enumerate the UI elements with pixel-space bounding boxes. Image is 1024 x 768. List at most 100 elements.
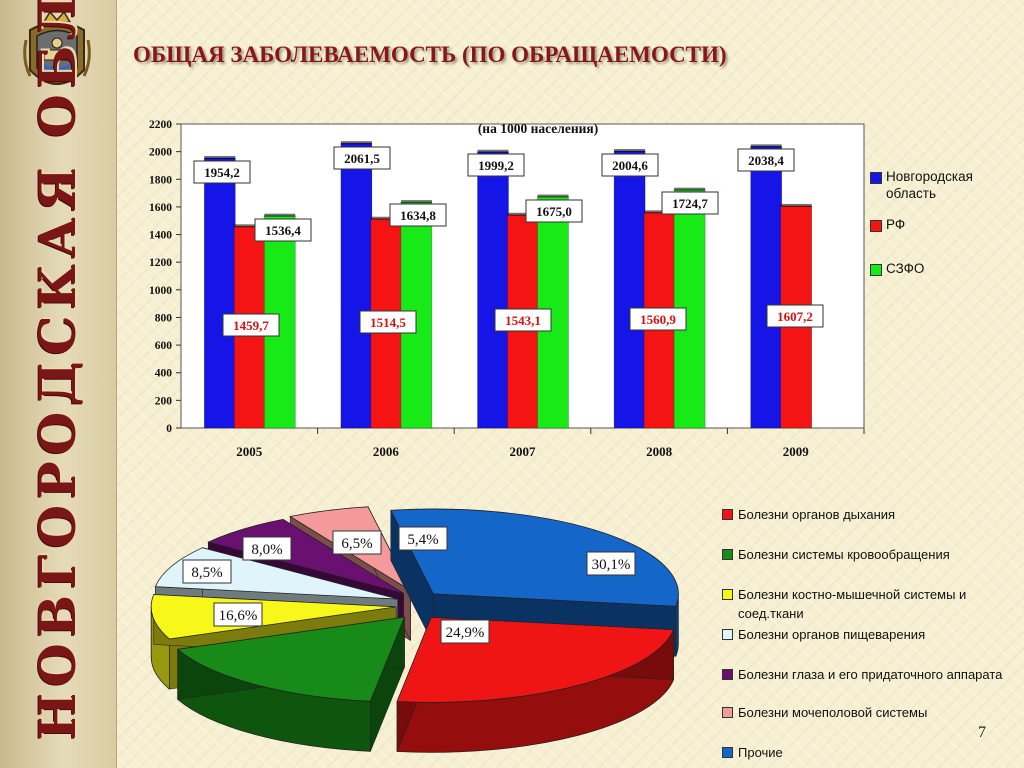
- svg-text:24,9%: 24,9%: [446, 625, 485, 641]
- svg-text:5,4%: 5,4%: [407, 532, 438, 548]
- data-label-rf: 1543,1: [494, 308, 552, 332]
- bar-novgorod: [340, 142, 373, 429]
- svg-text:2038,4: 2038,4: [748, 153, 784, 168]
- legend-label: Болезни органов пищеварения: [738, 627, 926, 642]
- pie-data-label: 30,1%: [586, 551, 636, 576]
- svg-text:6,5%: 6,5%: [341, 536, 372, 552]
- legend-swatch: [870, 220, 882, 232]
- bar-cap: [674, 187, 706, 191]
- svg-text:1724,7: 1724,7: [672, 196, 708, 211]
- svg-text:1954,2: 1954,2: [204, 165, 240, 180]
- pie-data-label: 16,6%: [213, 602, 263, 627]
- bar-cap: [340, 141, 372, 145]
- y-tick-label: 1400: [149, 230, 172, 242]
- svg-text:8,5%: 8,5%: [191, 565, 222, 581]
- data-label-rf: 1607,2: [766, 304, 824, 328]
- y-tick-label: 1200: [149, 257, 172, 269]
- svg-text:1607,2: 1607,2: [777, 309, 813, 324]
- legend-swatch: [722, 589, 733, 600]
- svg-text:1459,7: 1459,7: [233, 318, 269, 333]
- bar-cap: [264, 213, 296, 217]
- data-label-novgorod: 1954,2: [193, 160, 251, 184]
- y-tick-label: 2200: [149, 119, 172, 131]
- legend-label: Болезни костно-мышечной системы и соед.т…: [738, 587, 967, 621]
- y-tick-label: 1000: [149, 285, 172, 297]
- legend-swatch: [870, 264, 882, 276]
- legend-label: Прочие: [738, 745, 783, 760]
- legend-label: Болезни органов дыхания: [738, 507, 896, 522]
- data-label-novgorod: 2038,4: [737, 148, 795, 172]
- pie-slice: [396, 616, 675, 753]
- legend-label: Новгородская область: [886, 169, 973, 201]
- svg-text:16,6%: 16,6%: [219, 608, 258, 624]
- data-label-szfo: 1675,0: [525, 199, 583, 223]
- x-tick-label: 2008: [646, 444, 673, 459]
- data-label-rf: 1514,5: [359, 310, 417, 334]
- pie-data-label: 24,9%: [440, 619, 490, 644]
- svg-text:1634,8: 1634,8: [400, 208, 436, 223]
- bar-cap: [477, 149, 509, 153]
- x-tick-label: 2005: [236, 444, 263, 459]
- pie-data-label: 6,5%: [332, 530, 382, 555]
- bar-cap: [204, 155, 236, 159]
- bar-novgorod: [204, 157, 236, 429]
- bar-novgorod: [477, 151, 509, 429]
- legend-label: РФ: [886, 217, 906, 232]
- svg-text:2061,5: 2061,5: [344, 151, 380, 166]
- bar-cap: [537, 194, 569, 198]
- bar-cap: [400, 200, 432, 204]
- legend-swatch: [722, 509, 733, 520]
- bar-cap: [370, 216, 402, 220]
- data-label-rf: 1459,7: [222, 313, 280, 337]
- bar-cap: [507, 212, 539, 216]
- y-tick-label: 200: [155, 395, 173, 407]
- y-tick-label: 1800: [149, 174, 172, 186]
- data-label-novgorod: 2004,6: [601, 153, 659, 177]
- pie-chart: 24,9% 16,6% 8,5% 8,0% 6,5% 5,4% 30,1%: [150, 506, 679, 753]
- bar-cap: [644, 210, 676, 214]
- svg-text:1514,5: 1514,5: [370, 315, 406, 330]
- y-tick-label: 0: [166, 423, 172, 435]
- legend-swatch: [722, 629, 733, 640]
- svg-text:2004,6: 2004,6: [612, 158, 648, 173]
- y-tick-label: 600: [155, 340, 173, 352]
- svg-text:30,1%: 30,1%: [592, 557, 631, 573]
- data-label-rf: 1560,9: [629, 307, 687, 331]
- legend-swatch: [722, 707, 733, 718]
- page-title: ОБЩАЯ ЗАБОЛЕВАЕМОСТЬ (ПО ОБРАЩАЕМОСТИ): [133, 42, 727, 67]
- y-tick-label: 2000: [149, 147, 172, 159]
- bar-cap: [614, 149, 646, 153]
- page-number: 7: [978, 724, 986, 741]
- svg-text:8,0%: 8,0%: [251, 542, 282, 558]
- x-tick-label: 2006: [373, 444, 400, 459]
- legend-swatch: [722, 747, 733, 758]
- pie-slice: [176, 616, 406, 752]
- legend-swatch: [722, 549, 733, 560]
- svg-text:1543,1: 1543,1: [505, 313, 541, 328]
- svg-text:1536,4: 1536,4: [265, 223, 301, 238]
- bar-novgorod: [613, 150, 646, 429]
- bar-cap: [234, 224, 266, 228]
- svg-text:1999,2: 1999,2: [478, 158, 514, 173]
- pie-data-label: 5,4%: [398, 526, 448, 551]
- y-tick-label: 400: [155, 368, 173, 380]
- svg-text:1675,0: 1675,0: [536, 204, 572, 219]
- pie-data-label: 8,5%: [182, 559, 232, 584]
- y-tick-label: 800: [155, 312, 173, 324]
- data-label-szfo: 1536,4: [254, 218, 312, 242]
- bar-cap: [750, 144, 782, 148]
- legend-swatch: [722, 669, 733, 680]
- legend-label: Болезни системы кровообращения: [738, 547, 950, 562]
- coat-of-arms-icon: [23, 10, 91, 85]
- x-tick-label: 2009: [783, 444, 810, 459]
- data-label-szfo: 1634,8: [389, 203, 447, 227]
- bar-novgorod: [750, 146, 783, 429]
- pie-data-label: 8,0%: [242, 536, 292, 561]
- legend-label: Болезни мочеполовой системы: [738, 705, 928, 720]
- chart-subtitle: (на 1000 населения): [478, 121, 598, 136]
- x-tick-label: 2007: [510, 444, 537, 459]
- data-label-szfo: 1724,7: [661, 191, 719, 215]
- svg-text:1560,9: 1560,9: [640, 312, 676, 327]
- legend-label: СЗФО: [886, 261, 925, 276]
- bar-chart: 0 200 400 600 800 1000 1200 1400 1600 1800 2000 220…: [149, 119, 865, 459]
